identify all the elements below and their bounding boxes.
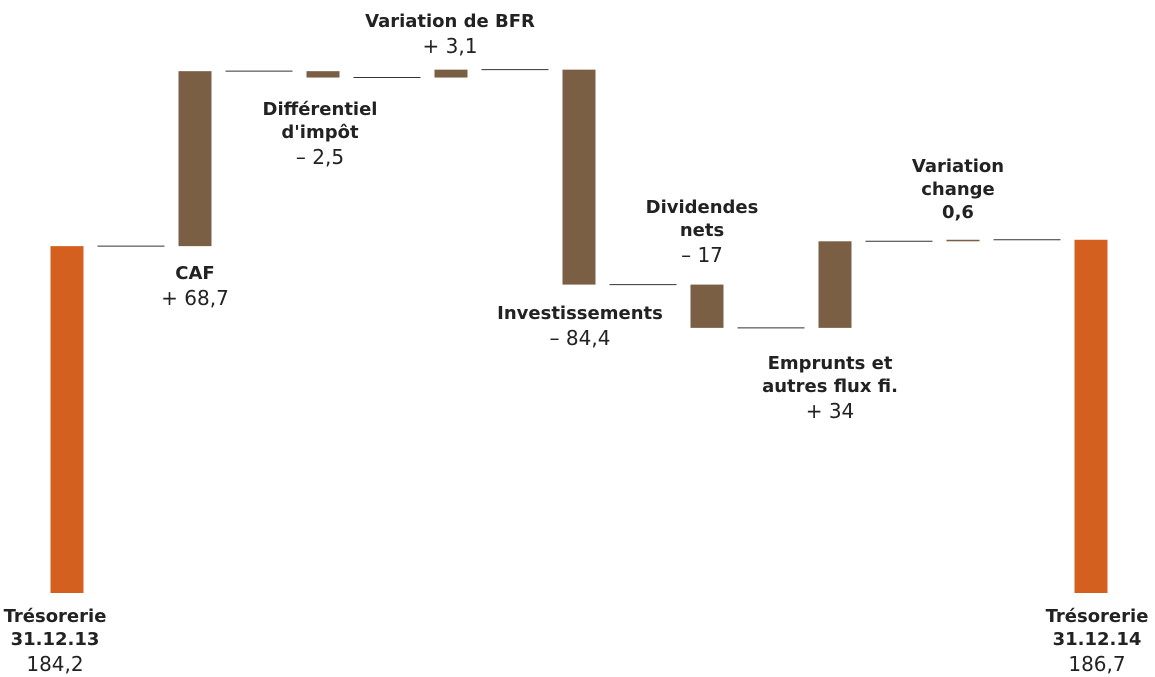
bar xyxy=(818,241,852,328)
bar-label: Trésorerie 31.12.14 186,7 xyxy=(1042,605,1152,677)
category-label: Différentiel d'impôt xyxy=(262,99,378,143)
category-label: CAF xyxy=(175,263,215,284)
category-label: Dividendes nets xyxy=(645,197,759,241)
value-label: – 84,4 xyxy=(549,326,611,350)
value-label: 0,6 xyxy=(942,202,974,223)
bar xyxy=(434,69,468,78)
category-label: Investissements xyxy=(497,303,663,324)
bar-label: Emprunts et autres flux fi. + 34 xyxy=(745,352,915,424)
value-label: + 68,7 xyxy=(161,286,229,310)
value-label: 186,7 xyxy=(1068,652,1126,676)
value-label: + 3,1 xyxy=(422,34,478,58)
bar xyxy=(946,239,980,242)
bar-label: Différentiel d'impôt – 2,5 xyxy=(245,98,395,170)
value-label: – 2,5 xyxy=(295,145,345,169)
bar xyxy=(178,71,212,247)
value-label: 184,2 xyxy=(26,652,84,676)
bar-label: Variation change 0,6 xyxy=(898,155,1018,224)
bar-label: Investissements – 84,4 xyxy=(470,302,690,351)
category-label: Emprunts et autres flux fi. xyxy=(762,353,898,397)
bar xyxy=(690,284,724,328)
bar-label: Dividendes nets – 17 xyxy=(632,196,772,268)
bar xyxy=(562,69,596,285)
bar-label: Trésorerie 31.12.13 184,2 xyxy=(0,605,110,677)
value-label: – 17 xyxy=(681,243,723,267)
bar-label: Variation de BFR + 3,1 xyxy=(320,10,580,59)
bar xyxy=(306,71,340,78)
bar xyxy=(50,246,84,594)
bar-label: CAF + 68,7 xyxy=(145,262,245,311)
category-label: Variation de BFR xyxy=(365,11,535,32)
category-label: Trésorerie 31.12.13 xyxy=(3,606,107,650)
category-label: Variation change xyxy=(911,156,1005,200)
category-label: Trésorerie 31.12.14 xyxy=(1045,606,1149,650)
value-label: + 34 xyxy=(805,399,855,423)
bar xyxy=(1074,239,1108,594)
